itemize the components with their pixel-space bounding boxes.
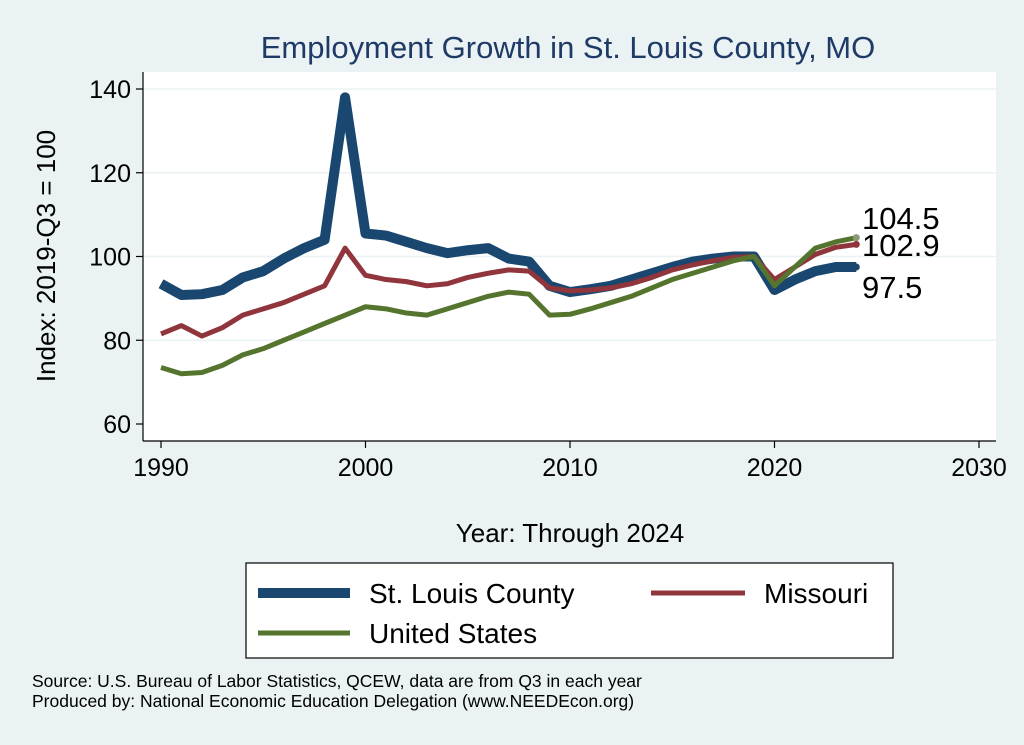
series-line-2 — [160, 235, 857, 377]
x-tick-label: 2000 — [338, 454, 394, 482]
chart: Employment Growth in St. Louis County, M… — [31, 30, 1007, 659]
y-tick-label: 100 — [89, 244, 131, 272]
y-tick-label: 140 — [89, 76, 131, 104]
end-value-label: 97.5 — [862, 270, 922, 305]
end-marker — [852, 234, 860, 242]
chart-title: Employment Growth in St. Louis County, M… — [261, 30, 876, 65]
legend-box — [245, 562, 894, 659]
y-axis-title: Index: 2019-Q3 = 100 — [31, 130, 61, 382]
y-tick-label: 60 — [103, 411, 131, 439]
x-axis-title: Year: Through 2024 — [456, 518, 684, 548]
axes: 60 80 100 120 140 1990 2000 2010 2020 2030 — [89, 72, 1007, 482]
end-marker — [852, 240, 860, 248]
legend-label: United States — [369, 618, 537, 649]
legend: St. Louis County Missouri United States — [245, 562, 894, 659]
x-tick-label: 1990 — [133, 454, 189, 482]
source-note: Source: U.S. Bureau of Labor Statistics,… — [32, 671, 642, 691]
footer: Source: U.S. Bureau of Labor Statistics,… — [32, 671, 642, 711]
y-tick-label: 120 — [89, 160, 131, 188]
legend-label: Missouri — [764, 578, 868, 609]
end-value-label: 104.5 — [862, 201, 940, 236]
x-tick-label: 2020 — [747, 454, 803, 482]
end-marker — [852, 263, 860, 271]
x-tick-label: 2010 — [542, 454, 598, 482]
producer-note: Produced by: National Economic Education… — [32, 691, 635, 711]
y-tick-label: 80 — [103, 327, 131, 355]
legend-label: St. Louis County — [369, 578, 574, 609]
x-tick-label: 2030 — [951, 454, 1007, 482]
end-value-label: 102.9 — [862, 228, 940, 263]
series-lines — [158, 92, 857, 377]
